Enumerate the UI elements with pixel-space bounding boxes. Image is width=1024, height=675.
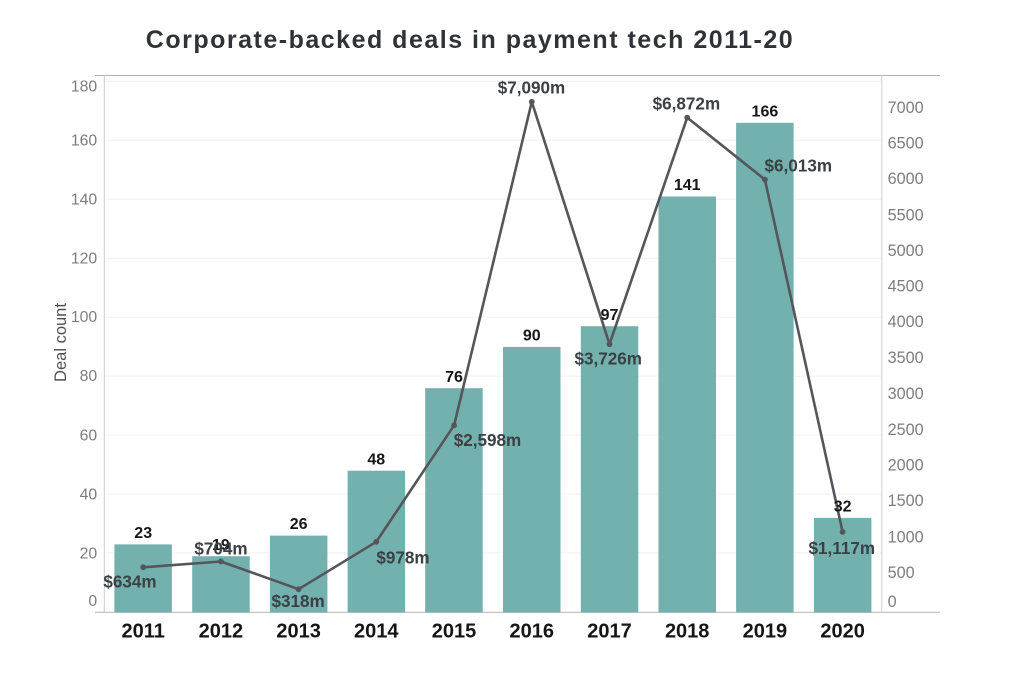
svg-text:48: 48 (367, 451, 385, 468)
svg-text:$978m: $978m (376, 549, 429, 568)
svg-text:19: 19 (212, 537, 230, 554)
svg-text:1500: 1500 (888, 492, 924, 510)
svg-text:7000: 7000 (888, 99, 924, 117)
svg-text:2016: 2016 (510, 620, 555, 642)
svg-text:Corporate-backed deals in paym: Corporate-backed deals in payment tech 2… (146, 26, 794, 54)
svg-text:2020: 2020 (820, 620, 865, 642)
svg-text:26: 26 (290, 516, 308, 533)
svg-text:23: 23 (134, 525, 152, 542)
svg-text:4000: 4000 (888, 313, 924, 331)
svg-text:2011: 2011 (122, 620, 165, 642)
svg-text:5500: 5500 (888, 206, 924, 224)
svg-text:Deal count: Deal count (52, 303, 70, 382)
svg-text:1000: 1000 (888, 528, 924, 546)
svg-text:80: 80 (80, 368, 98, 385)
svg-text:$704m: $704m (194, 539, 247, 558)
svg-text:100: 100 (71, 309, 98, 326)
svg-text:4500: 4500 (888, 278, 924, 296)
svg-text:180: 180 (71, 79, 98, 96)
svg-text:$3,726m: $3,726m (574, 350, 641, 369)
svg-text:120: 120 (71, 250, 98, 267)
svg-text:140: 140 (71, 192, 98, 209)
svg-text:$318m: $318m (271, 592, 324, 611)
svg-text:$1,117m: $1,117m (809, 539, 876, 558)
svg-text:500: 500 (888, 564, 915, 582)
svg-text:2019: 2019 (743, 620, 788, 642)
svg-text:$6,872m: $6,872m (653, 94, 720, 113)
svg-text:0: 0 (888, 593, 897, 611)
svg-text:6500: 6500 (888, 134, 924, 152)
svg-text:141: 141 (674, 177, 701, 194)
svg-text:0: 0 (88, 593, 97, 610)
svg-text:$6,013m: $6,013m (765, 157, 832, 176)
svg-text:3500: 3500 (888, 349, 924, 367)
svg-text:20: 20 (80, 545, 98, 562)
svg-text:2012: 2012 (199, 620, 244, 642)
svg-text:2500: 2500 (888, 421, 924, 439)
svg-text:2018: 2018 (665, 620, 710, 642)
svg-text:$7,090m: $7,090m (498, 78, 565, 97)
svg-text:166: 166 (752, 103, 779, 120)
svg-text:5000: 5000 (888, 242, 924, 260)
svg-text:2000: 2000 (888, 456, 924, 474)
svg-text:2015: 2015 (432, 620, 477, 642)
svg-text:76: 76 (445, 369, 463, 386)
svg-text:90: 90 (523, 328, 541, 345)
svg-text:160: 160 (71, 133, 98, 150)
svg-text:60: 60 (80, 427, 98, 444)
svg-text:32: 32 (834, 499, 852, 516)
svg-text:40: 40 (80, 486, 98, 503)
svg-text:6000: 6000 (888, 170, 924, 188)
svg-text:2013: 2013 (276, 620, 321, 642)
svg-text:97: 97 (601, 307, 619, 324)
svg-text:2014: 2014 (354, 620, 399, 642)
svg-text:$634m: $634m (103, 572, 156, 591)
svg-text:3000: 3000 (888, 385, 924, 403)
svg-text:$2,598m: $2,598m (454, 431, 521, 450)
svg-text:2017: 2017 (587, 620, 632, 642)
